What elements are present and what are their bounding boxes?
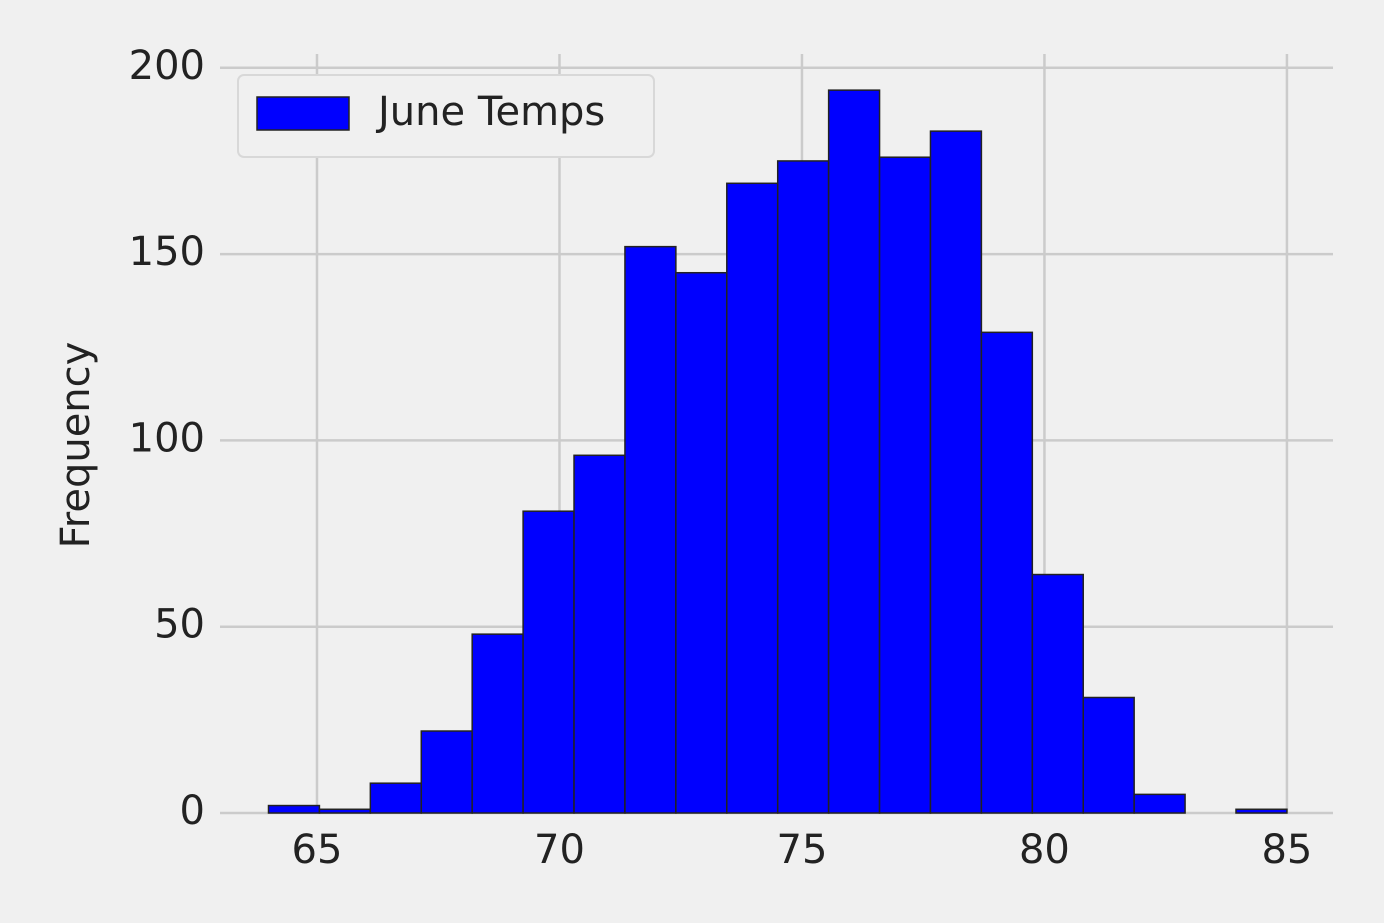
legend-label: June Temps xyxy=(375,89,605,135)
bar xyxy=(726,182,779,814)
y-tick-label: 150 xyxy=(129,229,205,275)
x-tick-label: 75 xyxy=(777,827,828,873)
y-tick-label: 100 xyxy=(129,415,205,461)
bar xyxy=(980,331,1034,814)
bar xyxy=(1133,793,1186,814)
bar xyxy=(318,808,372,814)
bar xyxy=(420,730,473,814)
x-tick-label: 65 xyxy=(292,827,343,873)
y-axis-label: Frequency xyxy=(53,342,99,549)
bar xyxy=(624,245,677,814)
bar xyxy=(675,271,728,814)
bar xyxy=(878,156,932,814)
bar xyxy=(827,89,881,814)
bar xyxy=(522,510,575,814)
bar xyxy=(1082,696,1135,814)
bar xyxy=(267,804,321,814)
x-tick-label: 85 xyxy=(1261,827,1312,873)
y-tick-label: 0 xyxy=(180,788,205,834)
bar xyxy=(776,160,830,814)
x-tick-label: 70 xyxy=(534,827,585,873)
y-tick-label: 200 xyxy=(129,43,205,89)
bar xyxy=(471,633,524,814)
y-tick-label: 50 xyxy=(154,602,205,648)
x-tick-label: 80 xyxy=(1019,827,1070,873)
bar xyxy=(1031,573,1084,814)
bar xyxy=(1235,808,1288,814)
bar xyxy=(573,454,626,814)
bar xyxy=(929,130,983,814)
legend-swatch xyxy=(256,96,350,131)
bar xyxy=(369,782,423,814)
legend-box xyxy=(237,74,655,158)
